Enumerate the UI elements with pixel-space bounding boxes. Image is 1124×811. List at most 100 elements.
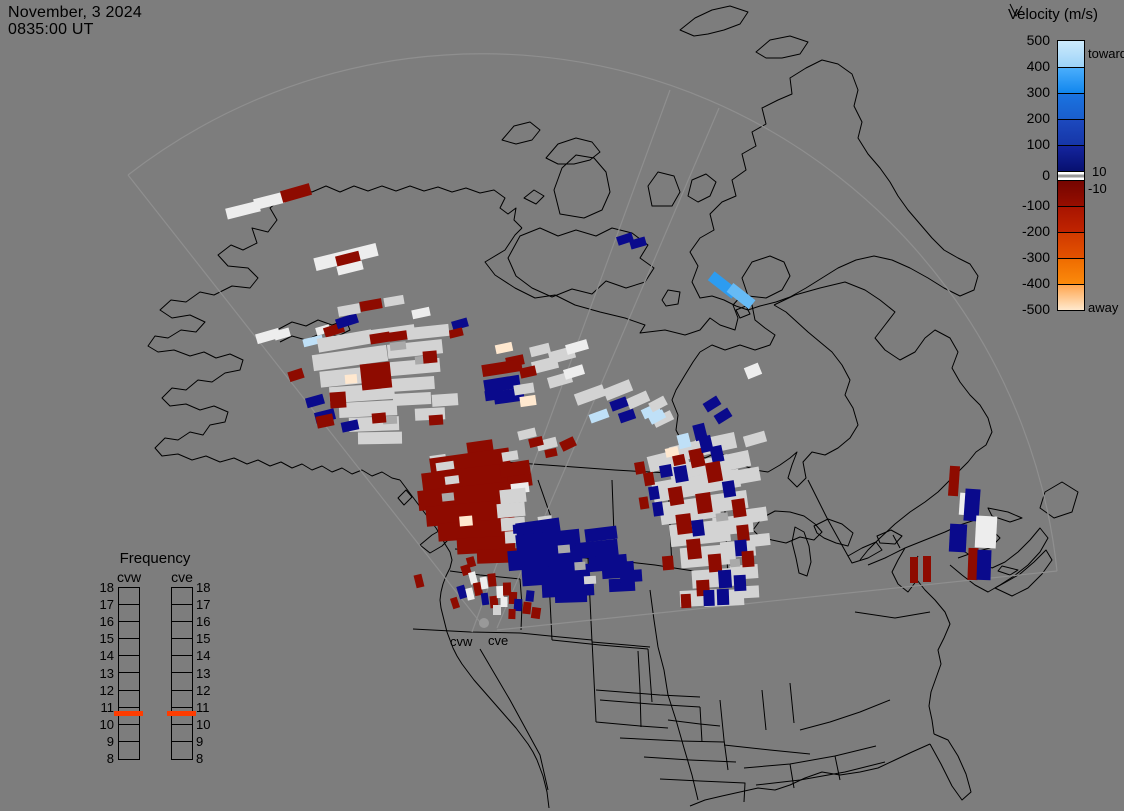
velocity-cell — [496, 585, 504, 599]
velocity-cell — [413, 573, 425, 589]
colorbar-neg-threshold: -10 — [1088, 181, 1107, 196]
colorbar-title: Velocity (m/s) — [1008, 6, 1099, 23]
velocity-cell — [676, 432, 692, 450]
velocity-cell — [702, 395, 722, 413]
frequency-bar-cell — [172, 588, 192, 606]
velocity-cell — [565, 339, 589, 355]
velocity-cell — [713, 407, 733, 425]
velocity-cell — [431, 393, 459, 407]
frequency-scale-left: 14 — [99, 648, 114, 664]
velocity-cell — [411, 306, 431, 320]
velocity-cell — [302, 334, 324, 348]
velocity-cell — [279, 183, 313, 203]
velocity-cell — [406, 323, 450, 341]
velocity-cell — [451, 317, 469, 331]
frequency-bar-cell — [119, 639, 139, 657]
velocity-cell — [742, 430, 768, 448]
fan-outer-arc — [127, 53, 1058, 572]
velocity-cell — [529, 342, 551, 358]
velocity-cell — [225, 200, 261, 220]
velocity-cell — [338, 399, 398, 419]
frequency-bar-cell — [172, 742, 192, 759]
velocity-cell — [513, 382, 535, 396]
velocity-cell — [609, 396, 629, 412]
colorbar-zero-band — [1058, 171, 1084, 180]
velocity-cell — [573, 384, 607, 406]
velocity-cell — [493, 605, 501, 615]
colorbar-segment — [1058, 258, 1084, 284]
velocity-cell — [661, 555, 675, 571]
frequency-scale-left: 9 — [106, 733, 114, 749]
velocity-cell — [729, 466, 761, 486]
frequency-bar-cell — [119, 622, 139, 640]
velocity-cell — [685, 538, 703, 560]
frequency-bar-cell — [172, 691, 192, 708]
velocity-cell — [437, 518, 515, 542]
velocity-cell — [948, 523, 968, 553]
velocity-cell — [513, 598, 523, 612]
velocity-cell — [736, 524, 750, 542]
velocity-cell — [703, 589, 715, 607]
velocity-cell — [253, 192, 285, 210]
frequency-scale-right: 16 — [196, 614, 211, 630]
velocity-cell — [617, 408, 637, 424]
frequency-scale-right: 18 — [196, 580, 211, 595]
velocity-cell — [575, 538, 619, 560]
velocity-cell — [642, 471, 656, 487]
colorbar-tick-label: -200 — [1021, 223, 1050, 239]
velocity-cell — [629, 236, 647, 250]
velocity-cell — [634, 461, 646, 475]
velocity-cell — [619, 569, 643, 583]
colorbar-segment — [1058, 232, 1084, 258]
frequency-bar-cell — [172, 673, 192, 691]
velocity-cell — [530, 606, 542, 620]
velocity-cell — [481, 358, 523, 378]
colorbar-segment — [1058, 180, 1084, 206]
velocity-cell — [680, 593, 692, 609]
velocity-cell — [584, 525, 618, 543]
colorbar-segment — [1058, 145, 1084, 171]
velocity-cell — [715, 512, 729, 522]
frequency-bar-cvw — [118, 587, 140, 760]
velocity-cell — [304, 393, 326, 409]
frequency-scale-right: 8 — [196, 751, 204, 766]
velocity-cell — [910, 557, 918, 583]
velocity-cell — [648, 485, 660, 501]
colorbar-pos-threshold: 10 — [1092, 164, 1107, 179]
velocity-cell — [521, 563, 591, 587]
velocity-cell — [731, 498, 747, 518]
velocity-cell — [459, 515, 473, 527]
velocity-cell — [544, 447, 558, 459]
velocity-cell — [647, 409, 667, 425]
velocity-cell — [496, 501, 526, 519]
velocity-cell — [441, 492, 455, 502]
velocity-cell — [389, 375, 435, 393]
velocity-cell — [499, 487, 527, 505]
colorbar-tick-label: -100 — [1021, 197, 1050, 213]
frequency-bar-cell — [119, 656, 139, 674]
velocity-cell — [428, 414, 444, 426]
velocity-cell — [334, 312, 360, 330]
frequency-scale-left: 13 — [99, 665, 114, 681]
velocity-cell — [479, 576, 489, 590]
colorbar-tick-label: 300 — [1026, 84, 1050, 100]
velocity-cell — [480, 592, 490, 606]
frequency-scale-right: 12 — [196, 682, 211, 698]
radar-site-dot — [479, 618, 489, 628]
velocity-cell — [648, 395, 668, 413]
velocity-cell — [923, 556, 931, 582]
frequency-bar-cell — [172, 622, 192, 640]
frequency-scale-right: 10 — [196, 716, 211, 732]
velocity-cell — [522, 601, 532, 615]
velocity-cell — [672, 453, 686, 467]
velocity-cell — [976, 549, 992, 581]
velocity-cell — [465, 587, 475, 601]
colorbar-tick-label: -500 — [1021, 301, 1050, 317]
velocity-cell — [465, 556, 477, 568]
velocity-cell — [357, 431, 403, 445]
velocity-cell — [519, 394, 537, 408]
colorbar-segment — [1058, 93, 1084, 119]
frequency-legend-title: Frequency — [119, 550, 191, 567]
velocity-cell — [389, 341, 407, 351]
colorbar-segment — [1058, 206, 1084, 232]
